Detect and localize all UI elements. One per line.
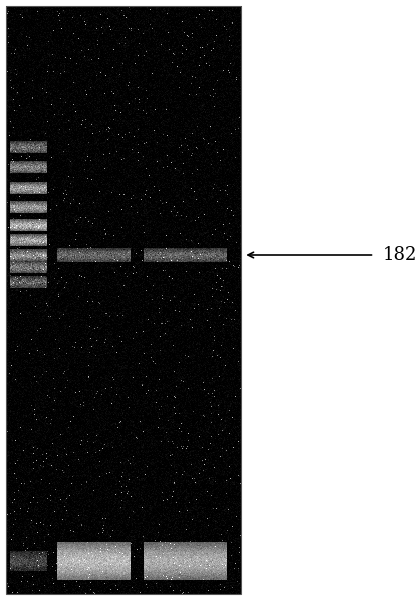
Bar xyxy=(6,6,241,594)
Text: 1828bp: 1828bp xyxy=(383,246,416,264)
